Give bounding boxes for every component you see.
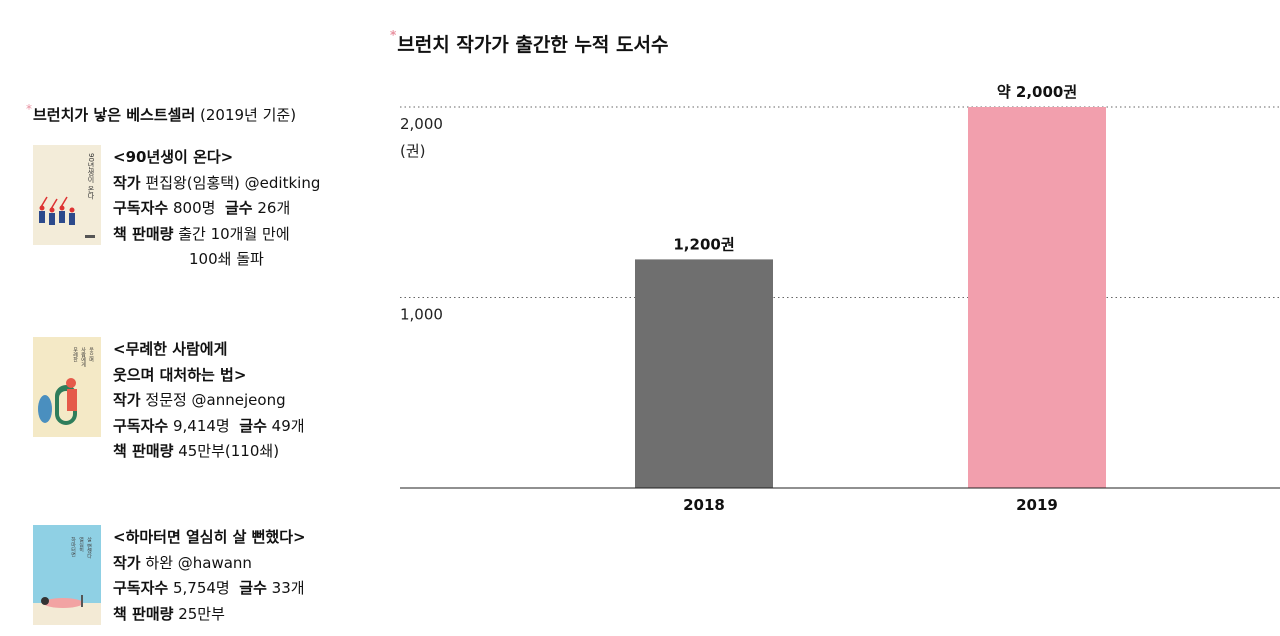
posts-value: 49개 — [271, 416, 305, 435]
bars — [635, 107, 1106, 488]
book-cover-1: 90년생이 온다 — [33, 145, 101, 245]
posts-value: 26개 — [257, 199, 291, 217]
sales-value: 출간 10개월 만에 — [178, 224, 290, 243]
book-title: <90년생이 온다> — [113, 148, 234, 166]
svg-text:90년생이 온다: 90년생이 온다 — [87, 153, 95, 200]
book-info-3: <하마터면 열심히 살 뻔했다> 작가 하완 @hawann 구독자수 5,75… — [113, 525, 306, 627]
sales-value-continued: 100쇄 돌파 — [189, 250, 264, 268]
bar-2018 — [635, 259, 773, 488]
subscribers-value: 9,414명 — [172, 416, 230, 435]
gridlines — [400, 106, 1280, 298]
x-tick-label-2018: 2018 — [683, 496, 725, 514]
posts-label: 글수 — [239, 416, 267, 435]
svg-text:무례한: 무례한 — [72, 347, 78, 362]
author-label: 작가 — [113, 391, 141, 409]
author-label: 작가 — [113, 173, 141, 192]
author-label: 작가 — [113, 553, 141, 572]
sales-label: 책 판매량 — [113, 604, 174, 623]
subscribers-label: 구독자수 — [113, 416, 169, 435]
book-info-2: <무례한 사람에게 웃으며 대처하는 법> 작가 정문정 @annejeong … — [113, 337, 305, 465]
book-info-1: <90년생이 온다> 작가 편집왕(임홍택) @editking 구독자수 80… — [113, 145, 320, 273]
author-value: 정문정 @annejeong — [145, 391, 286, 409]
sales-value: 45만부(110쇄) — [178, 442, 280, 460]
data-label-2019: 약 2,000권 — [997, 83, 1077, 101]
sales-label: 책 판매량 — [113, 224, 174, 243]
bar-2019 — [968, 107, 1106, 488]
posts-value: 33개 — [271, 579, 305, 597]
svg-text:웃으며: 웃으며 — [88, 347, 94, 363]
bestseller-title-main: 브런치가 낳은 베스트셀러 — [33, 106, 196, 124]
svg-text:하마터면: 하마터면 — [70, 536, 76, 557]
author-value: 편집왕(임홍택) @editking — [145, 173, 321, 192]
posts-label: 글수 — [239, 579, 267, 597]
x-tick-label-2019: 2019 — [1016, 496, 1058, 514]
posts-label: 글수 — [224, 199, 253, 217]
subscribers-value: 5,754명 — [172, 579, 230, 597]
y-unit-label: (권) — [400, 142, 426, 160]
author-value: 하완 @hawann — [145, 553, 252, 572]
book-cover-illustration-icon: 하마터면 열심히 살 뻔했다 — [33, 525, 101, 625]
book-cover-3: 하마터면 열심히 살 뻔했다 — [33, 525, 101, 625]
book-cover-2: 무례한 사람에게 웃으며 — [33, 337, 101, 437]
sales-label: 책 판매량 — [113, 442, 174, 460]
labels: 1,000 2,000 (권) 1,200권 2018 약 2,000권 2019 — [400, 83, 1077, 514]
data-label-2018: 1,200권 — [673, 235, 734, 253]
asterisk-icon: * — [26, 102, 32, 116]
book-cover-illustration-icon: 90년생이 온다 — [33, 145, 101, 245]
book-title: <무례한 사람에게 — [113, 340, 228, 358]
bestseller-title-sub: (2019년 기준) — [200, 106, 297, 124]
subscribers-label: 구독자수 — [113, 579, 169, 597]
y-tick-label: 1,000 — [400, 306, 443, 324]
asterisk-icon: * — [390, 28, 397, 42]
sales-value: 25만부 — [178, 604, 225, 623]
subscribers-value: 800명 — [172, 199, 216, 217]
bestseller-section-title: *브런치가 낳은 베스트셀러 (2019년 기준) — [26, 102, 297, 125]
subscribers-label: 구독자수 — [113, 199, 169, 217]
y-tick-label: 2,000 — [400, 115, 443, 133]
chart-title: *브런치 작가가 출간한 누적 도서수 — [390, 28, 669, 57]
svg-text:열심히: 열심히 — [78, 536, 84, 553]
book-title-continued: 웃으며 대처하는 법> — [113, 365, 247, 384]
chart-title-text: 브런치 작가가 출간한 누적 도서수 — [397, 34, 669, 56]
svg-text:살 뻔했다: 살 뻔했다 — [86, 536, 92, 560]
book-cover-illustration-icon: 무례한 사람에게 웃으며 — [33, 337, 101, 437]
svg-text:사람에게: 사람에게 — [80, 346, 86, 368]
book-title: <하마터면 열심히 살 뻔했다> — [113, 528, 306, 546]
